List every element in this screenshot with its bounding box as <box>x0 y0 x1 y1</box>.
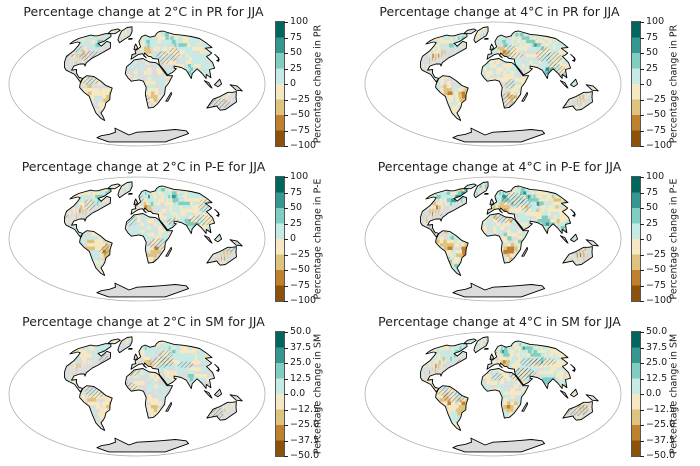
coastlines <box>420 26 599 143</box>
colorbar-tick-label: −25 <box>283 248 311 260</box>
colorbar-tick-label: −75 <box>283 124 311 136</box>
colorbar-tick-label: −100 <box>639 140 673 151</box>
map-panel-pr-4c: Percentage change at 4°C in PR for JJA P… <box>356 0 700 155</box>
colorbar-tick-label: −37.5 <box>283 434 320 446</box>
colorbar-tick-label: 37.5 <box>639 341 668 353</box>
coastlines <box>420 336 599 453</box>
colorbar-tick-label: 0 <box>639 233 653 244</box>
colorbar-tick-label: 50.0 <box>283 326 312 337</box>
colorbar-tick-label: 25 <box>639 62 659 74</box>
world-map <box>8 21 266 147</box>
colorbar-tick-label: 12.5 <box>639 372 668 384</box>
panel-title: Percentage change at 4°C in PR for JJA <box>379 4 620 19</box>
world-map <box>8 176 266 302</box>
colorbar-label: Percentage change in P-E <box>312 178 324 300</box>
coastlines <box>420 181 599 298</box>
colorbar-label: Percentage change in PR <box>312 24 324 144</box>
map-frame <box>364 21 622 147</box>
colorbar <box>275 21 285 147</box>
map-frame <box>8 176 266 302</box>
world-map <box>364 331 622 457</box>
colorbar <box>631 176 641 302</box>
colorbar-tick-label: 50 <box>283 202 303 213</box>
colorbar-tick-label: 50 <box>283 47 303 58</box>
colorbar-tick-label: −50 <box>283 109 311 120</box>
colorbar-tick-label: −75 <box>639 124 667 136</box>
colorbar-tick-label: −50 <box>283 264 311 275</box>
world-map <box>364 176 622 302</box>
colorbar-tick-label: −25.0 <box>283 419 320 430</box>
colorbar-tick-label: −50 <box>639 264 667 275</box>
colorbar-tick-label: −25 <box>639 93 667 105</box>
colorbar-tick-label: −25 <box>283 93 311 105</box>
colorbar-tick-label: −50.0 <box>639 450 676 461</box>
map-panel-pr-2c: Percentage change at 2°C in PR for JJA P… <box>0 0 350 155</box>
colorbar-tick-label: 25 <box>639 217 659 229</box>
colorbar-tick-label: −25.0 <box>639 419 676 430</box>
map-panel-sm-4c: Percentage change at 4°C in SM for JJA P… <box>356 310 700 465</box>
world-map <box>8 331 266 457</box>
colorbar <box>631 21 641 147</box>
colorbar-tick-label: −100 <box>283 295 317 306</box>
colorbar-tick-label: 75 <box>283 31 303 43</box>
colorbar-tick-label: 75 <box>639 186 659 198</box>
map-panel-pe-4c: Percentage change at 4°C in P-E for JJA … <box>356 155 700 310</box>
colorbar-tick-label: −37.5 <box>639 434 676 446</box>
colorbar-tick-label: 25.0 <box>639 357 668 368</box>
panel-title: Percentage change at 4°C in P-E for JJA <box>377 159 622 174</box>
colorbar-tick-label: −75 <box>639 279 667 291</box>
map-frame <box>364 331 622 457</box>
colorbar <box>275 176 285 302</box>
colorbar-tick-label: −100 <box>639 295 673 306</box>
coastlines <box>64 181 243 298</box>
colorbar-tick-label: −50.0 <box>283 450 320 461</box>
colorbar-tick-label: −50 <box>639 109 667 120</box>
panel-title: Percentage change at 2°C in PR for JJA <box>23 4 264 19</box>
coastlines <box>64 336 243 453</box>
panel-title: Percentage change at 2°C in P-E for JJA <box>21 159 266 174</box>
panel-title: Percentage change at 2°C in SM for JJA <box>22 314 265 329</box>
colorbar-tick-label: 0 <box>283 233 297 244</box>
colorbar-tick-label: −100 <box>283 140 317 151</box>
colorbar-label: Percentage change in P-E <box>668 178 680 300</box>
colorbar-tick-label: 100 <box>639 171 665 182</box>
colorbar-tick-label: 50 <box>639 202 659 213</box>
colorbar-tick-label: 25 <box>283 62 303 74</box>
colorbar <box>631 331 641 457</box>
map-frame <box>364 176 622 302</box>
map-panel-sm-2c: Percentage change at 2°C in SM for JJA P… <box>0 310 350 465</box>
map-frame <box>8 331 266 457</box>
colorbar-label: Percentage change in PR <box>668 24 680 144</box>
colorbar-tick-label: 0 <box>639 78 653 89</box>
colorbar-tick-label: −12.5 <box>283 403 320 415</box>
map-frame <box>8 21 266 147</box>
colorbar-tick-label: −12.5 <box>639 403 676 415</box>
colorbar-tick-label: 12.5 <box>283 372 312 384</box>
colorbar <box>275 331 285 457</box>
colorbar-tick-label: 100 <box>639 16 665 27</box>
colorbar-tick-label: 50.0 <box>639 326 668 337</box>
colorbar-tick-label: −25 <box>639 248 667 260</box>
colorbar-tick-label: 75 <box>283 186 303 198</box>
panel-title: Percentage change at 4°C in SM for JJA <box>378 314 621 329</box>
colorbar-tick-label: 0.0 <box>639 388 662 399</box>
colorbar-tick-label: 0.0 <box>283 388 306 399</box>
colorbar-tick-label: 25 <box>283 217 303 229</box>
colorbar-tick-label: 37.5 <box>283 341 312 353</box>
colorbar-tick-label: 75 <box>639 31 659 43</box>
world-map <box>364 21 622 147</box>
coastlines <box>64 26 243 143</box>
colorbar-tick-label: 100 <box>283 171 309 182</box>
colorbar-tick-label: 50 <box>639 47 659 58</box>
colorbar-tick-label: 100 <box>283 16 309 27</box>
colorbar-tick-label: −75 <box>283 279 311 291</box>
colorbar-tick-label: 25.0 <box>283 357 312 368</box>
colorbar-tick-label: 0 <box>283 78 297 89</box>
map-panel-pe-2c: Percentage change at 2°C in P-E for JJA … <box>0 155 350 310</box>
